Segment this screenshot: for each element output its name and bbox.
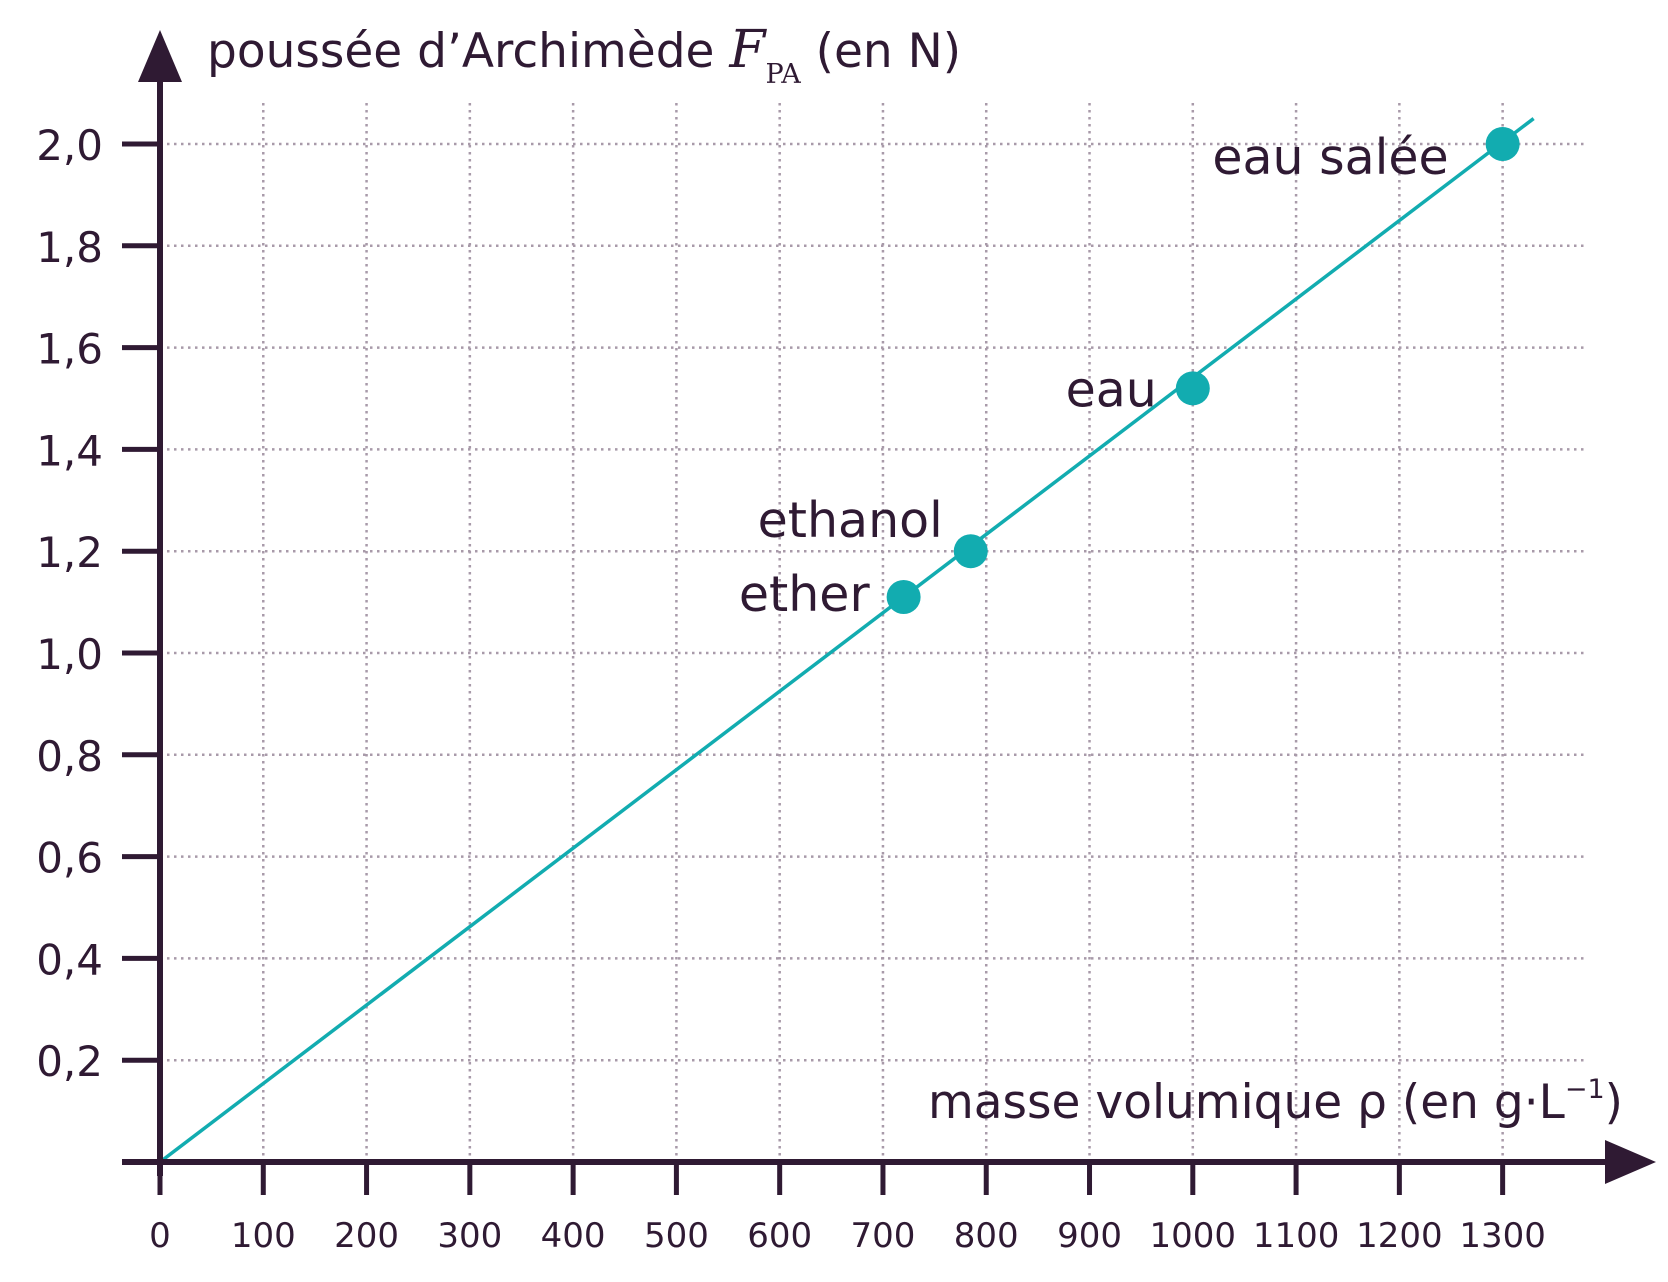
x-tick-label: 1300	[1459, 1216, 1546, 1256]
x-tick-label: 1100	[1253, 1216, 1340, 1256]
x-tick-label: 100	[231, 1216, 296, 1256]
data-points: ether ethanol eau eau salée	[739, 127, 1520, 623]
data-point-label: ether	[739, 566, 871, 623]
x-tick-label: 400	[541, 1216, 606, 1256]
x-tick-label: 200	[334, 1216, 399, 1256]
y-tick-label: 2,0	[36, 121, 103, 170]
x-tick-label: 1200	[1356, 1216, 1443, 1256]
y-tick-label: 1,4	[36, 426, 103, 475]
y-tick-label: 1,6	[36, 325, 103, 374]
y-tick-label: 0,6	[36, 834, 103, 883]
data-point	[1485, 127, 1520, 161]
y-tick-label: 0,4	[36, 935, 103, 984]
data-point	[886, 580, 921, 615]
x-tick-label: 900	[1057, 1216, 1122, 1256]
y-axis-title: poussée d’Archimède FPA (en N)	[207, 20, 961, 90]
data-point-label: eau	[1066, 361, 1157, 418]
fit-line-group	[158, 117, 1535, 1164]
y-tick-label: 1,0	[36, 630, 103, 679]
grid	[160, 103, 1586, 1162]
x-tick-label: 800	[954, 1216, 1019, 1256]
y-tick-label: 1,2	[36, 528, 103, 577]
x-tick-label: 300	[437, 1216, 502, 1256]
y-tick-label: 0,8	[36, 732, 103, 781]
data-point	[1175, 371, 1210, 406]
x-tick-label: 600	[747, 1216, 812, 1256]
data-point-label: ethanol	[758, 492, 943, 549]
x-axis-title: masse volumique ρ (en g·L−1)	[928, 1074, 1623, 1130]
x-tick-label: 0	[149, 1216, 171, 1256]
y-tick-label: 0,2	[36, 1037, 103, 1086]
x-tick-label: 700	[851, 1216, 916, 1256]
x-axis-arrow	[1605, 1140, 1656, 1184]
fit-line	[158, 117, 1535, 1164]
y-tick-label: 1,8	[36, 223, 103, 272]
data-point	[953, 534, 988, 569]
x-tick-label: 500	[644, 1216, 709, 1256]
data-point-label: eau salée	[1212, 129, 1448, 186]
ticks: 0 100 200 300 400 500 600 700 800 900 1000 1100 1200…	[36, 121, 1546, 1256]
x-tick-label: 1000	[1150, 1216, 1237, 1256]
axes	[122, 30, 1656, 1184]
y-axis-arrow	[138, 30, 182, 82]
